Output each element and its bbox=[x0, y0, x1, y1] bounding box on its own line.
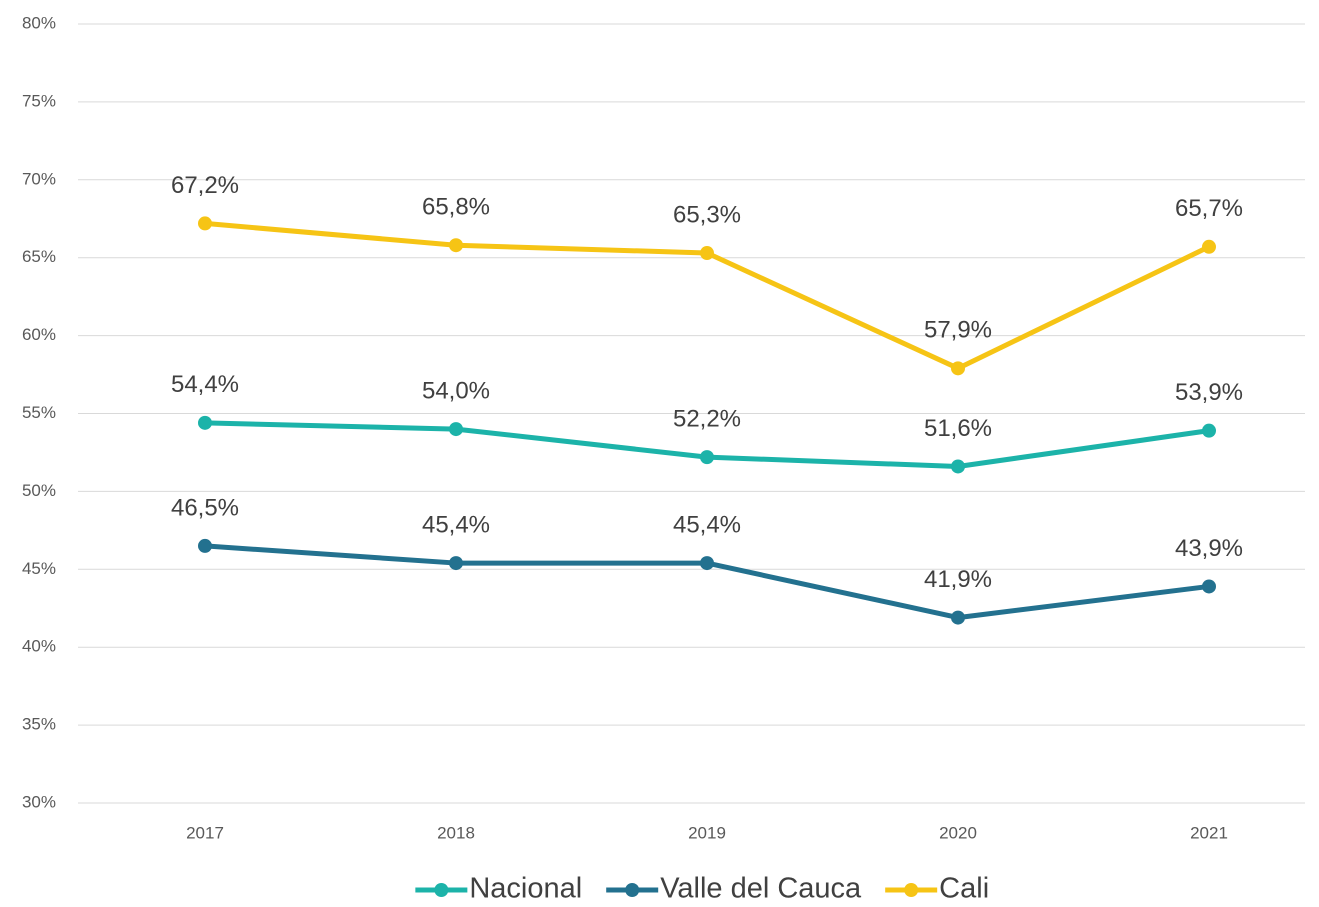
data-point bbox=[1202, 579, 1216, 594]
x-tick-label: 2017 bbox=[186, 823, 224, 842]
series-line bbox=[204, 220, 1211, 371]
data-label: 53,9% bbox=[1175, 379, 1243, 406]
data-label: 46,5% bbox=[171, 494, 239, 521]
data-label: 43,9% bbox=[1175, 535, 1243, 562]
data-point bbox=[449, 238, 463, 253]
y-tick-label: 80% bbox=[22, 13, 56, 32]
y-tick-label: 65% bbox=[22, 247, 56, 266]
y-tick-label: 30% bbox=[22, 792, 56, 811]
legend-label: Valle del Cauca bbox=[660, 873, 862, 905]
x-tick-label: 2021 bbox=[1190, 823, 1228, 842]
data-point bbox=[449, 556, 463, 571]
data-label: 65,3% bbox=[673, 201, 741, 228]
data-point bbox=[951, 610, 965, 625]
y-tick-label: 75% bbox=[22, 91, 56, 110]
legend-marker bbox=[625, 883, 640, 897]
data-point bbox=[700, 556, 714, 571]
data-point bbox=[1202, 239, 1216, 254]
data-label: 45,4% bbox=[673, 511, 741, 538]
x-tick-label: 2018 bbox=[437, 823, 475, 842]
data-point bbox=[1202, 423, 1216, 438]
data-label: 54,4% bbox=[171, 371, 239, 398]
x-tick-label: 2019 bbox=[688, 823, 726, 842]
data-label: 51,6% bbox=[924, 415, 992, 442]
y-tick-label: 60% bbox=[22, 325, 56, 344]
legend: Nacional Valle del Cauca Cali bbox=[415, 873, 989, 905]
data-label: 57,9% bbox=[924, 317, 992, 344]
data-label: 65,7% bbox=[1175, 195, 1243, 222]
data-point bbox=[951, 361, 965, 376]
data-point bbox=[198, 216, 212, 231]
data-label: 41,9% bbox=[924, 566, 992, 593]
data-point bbox=[449, 422, 463, 437]
y-tick-label: 50% bbox=[22, 481, 56, 500]
y-tick-label: 55% bbox=[22, 403, 56, 422]
data-point bbox=[700, 246, 714, 261]
y-tick-label: 40% bbox=[22, 637, 56, 656]
data-point bbox=[700, 450, 714, 465]
legend-label: Cali bbox=[939, 873, 989, 905]
y-tick-label: 45% bbox=[22, 559, 56, 578]
y-tick-label: 70% bbox=[22, 169, 56, 188]
x-tick-label: 2020 bbox=[939, 823, 977, 842]
legend-marker bbox=[434, 883, 449, 897]
data-point bbox=[951, 459, 965, 474]
data-point bbox=[198, 538, 212, 553]
data-label: 45,4% bbox=[422, 511, 490, 538]
data-label: 52,2% bbox=[673, 405, 741, 432]
legend-label: Nacional bbox=[469, 873, 582, 905]
y-tick-label: 35% bbox=[22, 715, 56, 734]
legend-marker bbox=[904, 883, 919, 897]
data-label: 65,8% bbox=[422, 194, 490, 221]
data-label: 54,0% bbox=[422, 377, 490, 404]
data-point bbox=[198, 415, 212, 430]
data-label: 67,2% bbox=[171, 172, 239, 199]
